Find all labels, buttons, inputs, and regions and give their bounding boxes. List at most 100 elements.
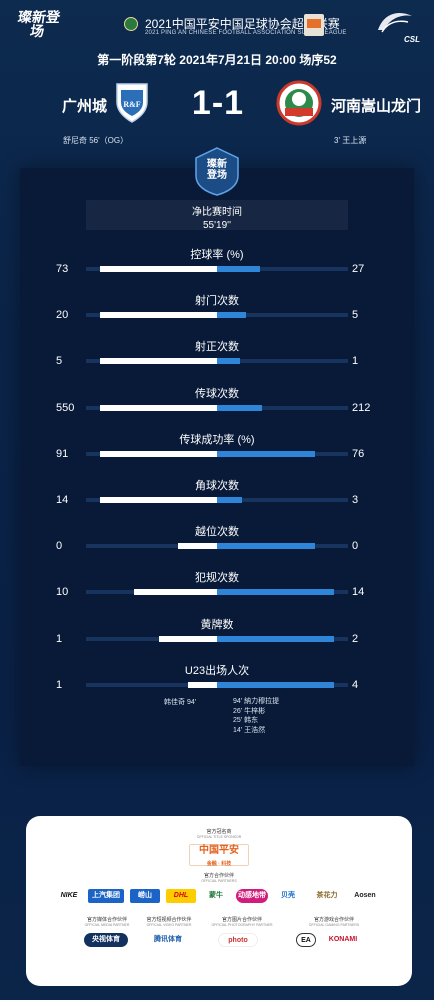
partner-beike-logo: 贝壳 (281, 892, 295, 899)
stat-home-value: 0 (56, 540, 63, 553)
photo-title: 官方图片合作伙伴 OFFICIAL PHOTOGRAPHY PARTNER (211, 917, 273, 927)
partner-laoshan-logo: 崂山 (130, 889, 160, 903)
net-playing-time: 净比赛时间 55'19'' (86, 200, 348, 231)
stat-row: 越位次数 0 0 (0, 523, 434, 563)
stat-home-value: 14 (56, 494, 69, 506)
stat-home-bar (100, 497, 217, 503)
partner-mengniu-logo: 蒙牛 (209, 892, 223, 899)
shield-badge: 璨新 登场 (192, 146, 242, 196)
stat-label: 传球成功率 (%) (179, 433, 255, 446)
u23-away-list: 94' 納力穆拉提 26' 牛梓彬 25' 韩东 14' 王浩然 (233, 697, 279, 735)
stat-row: 控球率 (%) 73 27 (0, 246, 434, 286)
stat-away-bar (217, 312, 247, 319)
away-team-badge (276, 80, 322, 126)
stat-away-value: 5 (352, 309, 359, 322)
stat-row: 传球成功率 (%) 91 76 (0, 431, 434, 471)
sponsor-badge-icon (304, 14, 324, 36)
away-team-name: 河南嵩山龙门 (331, 98, 422, 115)
stat-home-bar (100, 266, 217, 272)
video-tencent-logo: 腾讯体育 (154, 936, 182, 943)
partner-mzone-logo: 动感地带 (236, 889, 268, 903)
stat-away-value: 3 (352, 494, 359, 506)
svg-text:R&F: R&F (123, 100, 140, 109)
stat-away-bar (217, 358, 241, 365)
game-title: 官方游戏合作伙伴 OFFICIAL GAMING PARTNERS (308, 917, 360, 927)
stat-home-value: 1 (56, 632, 63, 645)
stat-home-value: 550 (56, 401, 75, 414)
net-time-value: 55'19'' (203, 220, 231, 231)
u23-away-player: 94' 納力穆拉提 (233, 698, 280, 705)
u23-home-list: 韩佳奇 94' (164, 697, 196, 707)
stat-away-value: 0 (352, 540, 359, 553)
partner-dhl-logo: DHL (166, 889, 196, 903)
shield-icon (195, 147, 239, 196)
left-logo: 璨新登场 (17, 9, 62, 39)
stat-row: 角球次数 14 3 (0, 477, 434, 517)
stat-home-bar (100, 404, 217, 411)
game-konami-logo: KONAMI (328, 936, 358, 943)
stat-away-bar (217, 404, 263, 411)
match-header: 璨新登场 2021中国平安中国足球协会超级联赛 2021 PING AN CHI… (0, 0, 434, 160)
stat-row: 射门次数 20 5 (0, 292, 434, 332)
stat-label: U23出场人次 (184, 664, 250, 677)
partners-title: 官方合作伙伴 OFFICIAL PARTNERS (201, 873, 237, 883)
stat-row: 射正次数 5 1 (0, 338, 434, 378)
partner-nike-logo: NIKE (60, 892, 78, 899)
stat-away-bar (217, 543, 316, 550)
csl-swirl-icon (378, 12, 412, 33)
stat-label: 射正次数 (195, 341, 239, 354)
stat-home-value: 73 (56, 263, 69, 275)
partner-saic-logo: 上汽集团 (88, 889, 124, 903)
media-cctv-logo: 央视体育 (84, 933, 128, 947)
sponsors-panel: 官方冠名商 OFFICIAL TITLE SPONSOR 中国平安 金融 · 科… (26, 816, 412, 986)
stat-row: 黄牌数 1 2 (0, 616, 434, 656)
league-subtitle: 2021 PING AN CHINESE FOOTBALL ASSOCIATIO… (145, 30, 347, 36)
stat-home-bar (100, 312, 217, 319)
stat-away-bar (217, 450, 315, 457)
stat-away-bar (217, 589, 334, 596)
partner-chahuali-logo: 茶花力 (316, 892, 338, 899)
stat-home-bar (187, 681, 217, 688)
stat-row: U23出场人次 1 4 (0, 662, 434, 702)
stat-label: 越位次数 (195, 526, 239, 539)
stat-away-bar (217, 266, 261, 272)
stat-home-value: 5 (56, 355, 63, 368)
stat-away-bar (217, 635, 334, 642)
home-team-badge: R&F (113, 80, 151, 124)
partner-aosen-logo: Aosen (354, 892, 376, 899)
stat-away-value: 27 (352, 263, 365, 275)
stat-home-bar (177, 543, 217, 550)
league-title: 2021中国平安中国足球协会超级联赛 (145, 17, 340, 31)
stat-row: 犯规次数 10 14 (0, 569, 434, 609)
score: 1-1 (191, 84, 245, 122)
home-crest-icon: R&F (116, 83, 148, 123)
stat-home-bar (100, 450, 217, 457)
media-title: 官方媒体合作伙伴 OFFICIAL MEDIA PARTNER (84, 917, 130, 927)
stat-away-value: 14 (352, 586, 365, 599)
stat-label: 射门次数 (195, 295, 239, 308)
stat-away-value: 4 (352, 678, 359, 691)
league-badge-icon (124, 17, 138, 31)
u23-away-player: 14' 王浩然 (233, 726, 266, 734)
stat-home-value: 1 (56, 678, 63, 691)
stat-away-bar (217, 497, 243, 503)
game-ea-logo: EA (296, 933, 316, 947)
official-sponsor-title: 官方冠名商 OFFICIAL TITLE SPONSOR (196, 829, 242, 839)
stat-away-bar (217, 681, 334, 688)
stat-home-value: 91 (56, 447, 69, 460)
home-team-name: 广州城 (62, 98, 108, 115)
stat-away-value: 2 (352, 632, 359, 645)
home-scorer: 舒尼奇 56'（OG） (63, 136, 129, 145)
match-info: 第一阶段第7轮 2021年7月21日 20:00 场序52 (97, 53, 337, 67)
u23-home-player: 韩佳奇 94' (164, 699, 197, 706)
stat-label: 角球次数 (195, 480, 239, 492)
pingan-logo: 中国平安 金融 · 科技 (189, 844, 249, 867)
stat-label: 控球率 (%) (190, 249, 244, 261)
stat-label: 传球次数 (195, 387, 239, 400)
stat-label: 黄牌数 (200, 618, 234, 631)
u23-away-player: 26' 牛梓彬 (233, 707, 266, 715)
stat-label: 犯规次数 (195, 572, 239, 585)
away-scorer: 3' 王上源 (334, 136, 367, 145)
photo-partner-logo: photo (218, 933, 258, 947)
video-title: 官方短视频合作伙伴 OFFICIAL VIDEO PARTNER (146, 917, 192, 927)
